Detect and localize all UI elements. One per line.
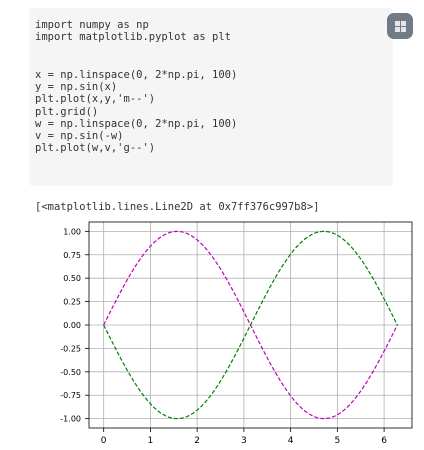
code-line: plt.plot(w,v,'g--') bbox=[35, 142, 156, 155]
y-tick-label: 0.75 bbox=[63, 251, 81, 260]
code-imports: import numpy as np import matplotlib.pyp… bbox=[35, 19, 231, 43]
code-line: plt.plot(x,y,'m--') bbox=[35, 93, 156, 106]
x-tick-label: 6 bbox=[381, 436, 387, 445]
x-tick-label: 3 bbox=[241, 436, 247, 445]
series-line-neg-sin bbox=[103, 230, 398, 420]
code-line: v = np.sin(-w) bbox=[35, 130, 124, 143]
cell-output: [<matplotlib.lines.Line2D at 0x7ff376c99… bbox=[35, 201, 320, 213]
code-line: x = np.linspace(0, 2*np.pi, 100) bbox=[35, 69, 238, 81]
y-tick-label: 1.00 bbox=[63, 227, 81, 236]
x-tick-label: 0 bbox=[101, 436, 107, 445]
y-tick-label: 0.00 bbox=[63, 321, 81, 330]
plot-output: 0 1 2 3 4 5 6 1.00 0.75 0.50 0.25 0.00 -0.25 -0.50 -0.… bbox=[29, 220, 414, 446]
y-tick-label: -1.00 bbox=[60, 415, 81, 424]
y-tick-label: 0.25 bbox=[63, 298, 81, 307]
code-line: import matplotlib.pyplot as plt bbox=[35, 31, 231, 44]
plot-frame bbox=[88, 221, 413, 429]
code-line: import numpy as np bbox=[35, 19, 149, 31]
y-tick-label: -0.25 bbox=[60, 344, 81, 353]
code-plot: x = np.linspace(0, 2*np.pi, 100) y = np.… bbox=[35, 69, 237, 154]
code-cell-imports[interactable] bbox=[29, 8, 393, 66]
x-tick-label: 4 bbox=[288, 436, 294, 445]
line-chart: 0 1 2 3 4 5 6 1.00 0.75 0.50 0.25 0.00 -0.25 -0.50 -0.… bbox=[60, 221, 413, 446]
x-tick-label: 5 bbox=[334, 436, 340, 445]
y-tick-label: -0.50 bbox=[60, 368, 81, 377]
run-button[interactable] bbox=[387, 13, 413, 39]
code-line: w = np.linspace(0, 2*np.pi, 100) bbox=[35, 117, 238, 130]
code-line: y = np.sin(x) bbox=[35, 81, 118, 94]
x-tick-label: 1 bbox=[148, 436, 154, 445]
y-tick-label: 0.50 bbox=[63, 274, 81, 283]
code-line: plt.grid() bbox=[35, 105, 99, 118]
y-tick-label: -0.75 bbox=[60, 391, 81, 400]
x-tick-label: 2 bbox=[194, 436, 200, 445]
code-cell-plot[interactable] bbox=[29, 60, 393, 186]
